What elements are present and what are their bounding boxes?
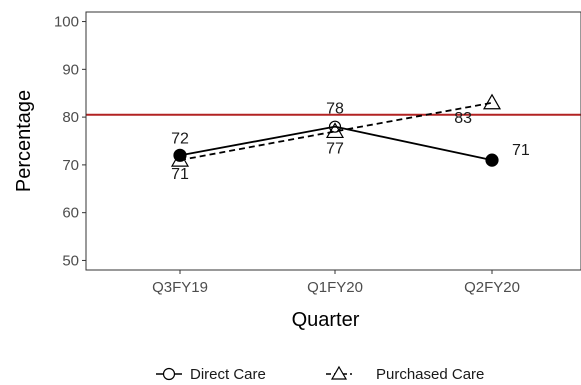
y-tick-label: 70 bbox=[62, 157, 79, 174]
data-label: 71 bbox=[512, 142, 530, 159]
y-axis-title: Percentage bbox=[13, 90, 35, 192]
y-tick-label: 60 bbox=[62, 205, 79, 222]
data-point-direct-care bbox=[328, 120, 342, 133]
legend-direct-care-label: Direct Care bbox=[190, 366, 266, 383]
data-label: 72 bbox=[171, 130, 189, 147]
data-label: 77 bbox=[326, 140, 344, 157]
x-tick-label: Q3FY19 bbox=[152, 279, 208, 296]
x-tick-label: Q2FY20 bbox=[464, 279, 520, 296]
data-point-direct-care bbox=[485, 153, 499, 167]
x-tick-label: Q1FY20 bbox=[307, 279, 363, 296]
y-tick-label: 100 bbox=[54, 14, 79, 31]
data-label: 83 bbox=[454, 110, 472, 127]
plot-frame bbox=[85, 11, 581, 271]
legend-purchased-care-label: Purchased Care bbox=[376, 366, 484, 383]
series-lines bbox=[179, 101, 493, 161]
data-labels: 72 78 71 71 77 83 bbox=[171, 101, 530, 183]
x-axis-ticks: Q3FY19 Q1FY20 Q2FY20 bbox=[152, 270, 520, 296]
y-tick-label: 80 bbox=[62, 109, 79, 126]
y-tick-label: 50 bbox=[62, 252, 79, 269]
series-line-direct-care bbox=[179, 125, 493, 161]
legend-purchased-care-marker bbox=[330, 365, 348, 380]
legend-item-purchased-care: Purchased Care bbox=[326, 365, 484, 383]
legend-item-direct-care: Direct Care bbox=[156, 366, 266, 383]
legend: Direct Care Purchased Care bbox=[156, 365, 484, 383]
data-point-purchased-care bbox=[325, 122, 345, 139]
y-tick-label: 90 bbox=[62, 61, 79, 78]
series-points bbox=[170, 93, 502, 167]
x-axis-title: Quarter bbox=[292, 309, 360, 331]
legend-direct-care-marker bbox=[162, 367, 176, 381]
data-point-purchased-care bbox=[170, 150, 190, 167]
series-line-purchased-care bbox=[179, 101, 493, 161]
data-label: 78 bbox=[326, 101, 344, 118]
data-label: 71 bbox=[171, 166, 189, 183]
y-axis-ticks: 50 60 70 80 90 100 bbox=[54, 14, 86, 269]
data-point-purchased-care bbox=[482, 93, 502, 110]
